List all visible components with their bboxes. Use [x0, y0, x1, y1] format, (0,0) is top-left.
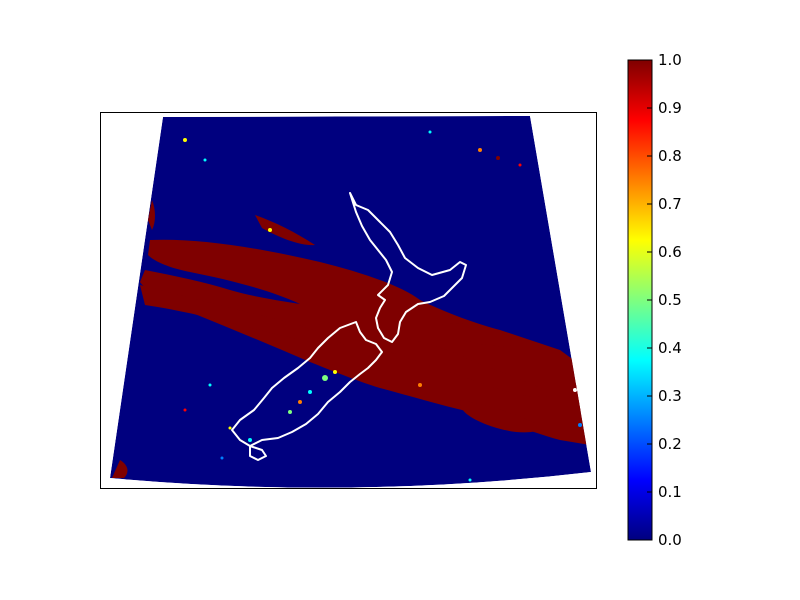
south-island-outline	[231, 321, 383, 447]
colorbar-tick-label: 0.3	[658, 387, 682, 405]
north-island-outline	[349, 192, 467, 343]
colorbar-tick-label: 0.5	[658, 291, 682, 309]
colorbar-tick-label: 0.7	[658, 195, 682, 213]
colorbar-tick-label: 0.1	[658, 483, 682, 501]
colorbar: 0.0 0.1 0.2 0.3 0.4 0.5 0.6 0.7 0.8 0.9 1.0	[627, 51, 682, 549]
colorbar-tick-label: 0.4	[658, 339, 682, 357]
colorbar-tick-label: 1.0	[658, 51, 682, 69]
speckle-features	[183, 130, 582, 482]
map-domain	[110, 116, 591, 488]
colorbar-tick-label: 0.8	[658, 147, 682, 165]
stewart-island-outline	[249, 445, 267, 461]
colorbar-tick-label: 0.2	[658, 435, 682, 453]
colorbar-tick-label: 0.6	[658, 243, 682, 261]
colorbar-ticks: 0.0 0.1 0.2 0.3 0.4 0.5 0.6 0.7 0.8 0.9 1.0	[647, 51, 682, 549]
high-value-band	[112, 200, 590, 478]
colorbar-tick-label: 0.0	[658, 531, 682, 549]
colorbar-tick-label: 0.9	[658, 99, 682, 117]
coastline	[231, 192, 467, 461]
